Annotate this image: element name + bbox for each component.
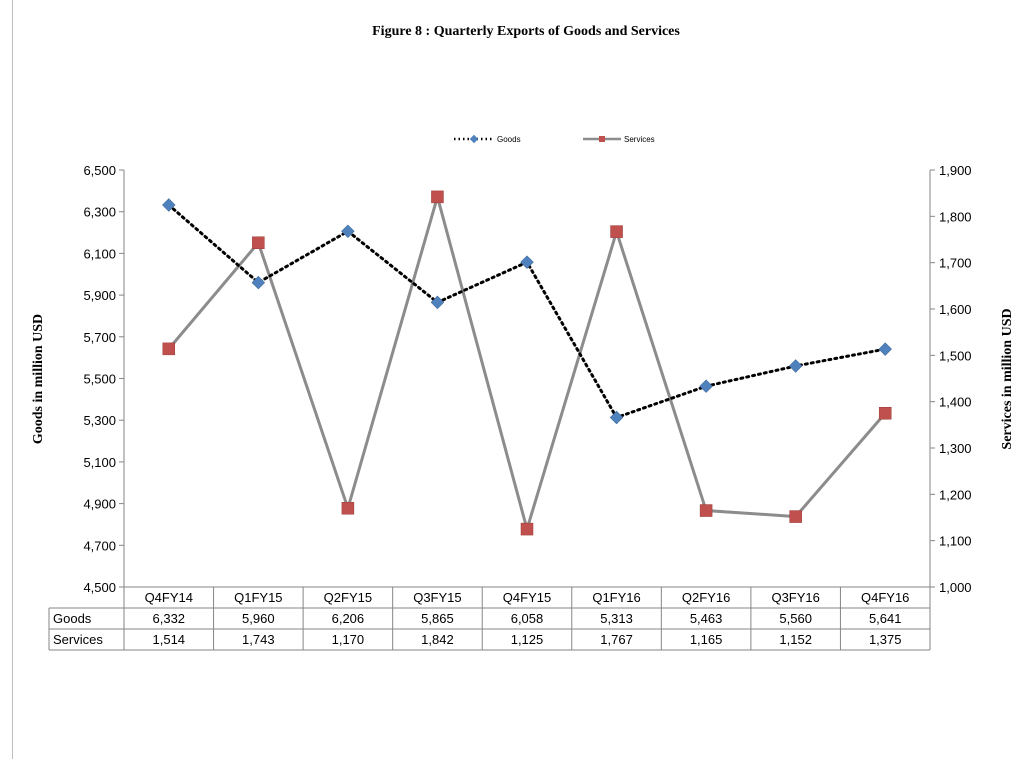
table-cell: 6,058 [511,611,544,626]
table-cell: 1,125 [511,632,544,647]
table-cell: 5,560 [779,611,812,626]
goods-point-marker [788,359,803,373]
chart-area: Figure 8 : Quarterly Exports of Goods an… [12,0,1034,759]
table-cell: 6,206 [332,611,365,626]
y-right-tick-label: 1,700 [939,256,972,271]
y-axis-left-label: Goods in million USD [31,314,46,444]
y-left-tick-label: 6,300 [83,205,116,220]
x-tick-label: Q3FY16 [771,590,819,605]
table-cell: 1,170 [332,632,365,647]
legend-item-services: Services [583,135,655,144]
table-row-label: Services [53,632,103,647]
y-left-tick-label: 5,500 [83,372,116,387]
legend-item-goods: Goods [454,134,521,144]
x-tick-label: Q4FY14 [145,590,193,605]
x-tick-label: Q1FY16 [592,590,640,605]
chart-svg: Figure 8 : Quarterly Exports of Goods an… [31,24,1015,651]
table-row-label: Goods [53,611,92,626]
table-cell: 5,463 [690,611,723,626]
goods-point-marker [162,198,176,212]
goods-point-marker [878,342,892,356]
goods-point-marker [341,224,355,239]
y-right-tick-label: 1,200 [939,487,972,502]
services-point-marker [610,225,623,238]
table-cell: 5,641 [869,611,902,626]
x-tick-label: Q2FY15 [324,590,372,605]
series-goods-line [167,203,887,420]
x-tick-label: Q1FY15 [234,590,282,605]
table-cell: 1,767 [600,632,633,647]
y-right-tick-label: 1,000 [939,580,972,595]
x-tick-label: Q3FY15 [413,590,461,605]
table-cell: 1,743 [242,632,275,647]
legend-services-marker [599,136,605,142]
x-tick-label: Q2FY16 [682,590,730,605]
y-right-tick-label: 1,500 [939,348,972,363]
x-tick-label: Q4FY16 [861,590,909,605]
table-cell: 1,152 [779,632,812,647]
y-left-tick-label: 6,500 [83,163,116,178]
services-point-marker [699,504,713,517]
table-cell: 5,865 [421,611,454,626]
y-right-tick-label: 1,300 [939,441,972,456]
legend-goods-marker [469,134,479,144]
x-tick-label: Q4FY15 [503,590,551,605]
goods-point-marker [699,379,713,393]
goods-point-marker [609,410,624,425]
table-cell: 1,375 [869,632,902,647]
y-right-tick-label: 1,100 [939,534,972,549]
services-point-marker [520,522,534,536]
chart-title: Figure 8 : Quarterly Exports of Goods an… [372,24,680,39]
y-right-tick-label: 1,900 [939,163,972,178]
plot-layer: 4,500 4,700 4,900 5,100 5,300 5,500 5,700 5,900… [48,163,972,651]
y-left-tick-label: 4,500 [83,580,116,595]
legend-goods-label: Goods [497,135,521,144]
series-services-line [167,191,887,535]
services-point-marker [252,236,265,249]
table-cell: 1,514 [153,632,186,647]
legend-services-label: Services [624,135,655,144]
y-left-tick-label: 4,700 [83,538,116,553]
services-point-marker [162,342,176,356]
table-cell: 6,332 [153,611,186,626]
y-left-tick-label: 5,700 [83,330,116,345]
table-cell: 1,842 [421,632,454,647]
services-point-marker [431,190,444,204]
y-left-tick-label: 5,900 [83,288,116,303]
goods-point-marker [251,275,266,290]
y-axis-right-label: Services in million USD [1000,308,1015,449]
services-point-marker [341,501,355,515]
y-left-tick-label: 4,900 [83,497,116,512]
goods-point-marker [520,255,534,269]
table-cell: 5,313 [600,611,633,626]
y-right-tick-label: 1,800 [939,209,972,224]
y-left-tick-label: 6,100 [83,246,116,261]
goods-point-marker [430,295,445,310]
services-point-marker [789,510,802,523]
y-left-tick-label: 5,300 [83,413,116,428]
table-cell: 5,960 [242,611,275,626]
legend: Goods Services [454,134,655,144]
y-right-tick-label: 1,600 [939,302,972,317]
services-point-marker [878,407,892,420]
table-cell: 1,165 [690,632,723,647]
y-right-tick-label: 1,400 [939,395,972,410]
y-left-tick-label: 5,100 [83,455,116,470]
